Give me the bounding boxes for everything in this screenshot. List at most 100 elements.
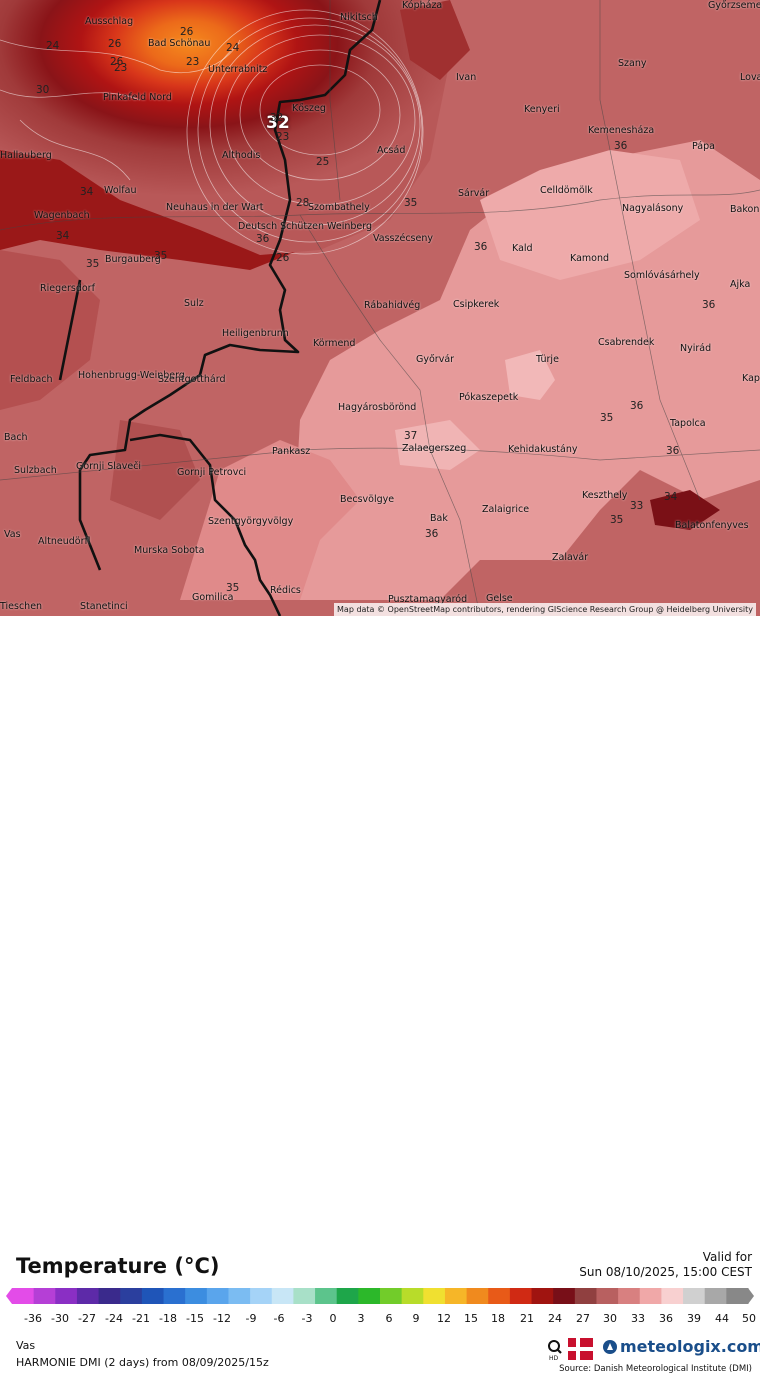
place-label: Nikitsch	[340, 12, 378, 23]
temperature-value: 35	[600, 412, 614, 424]
color-scale-tick-label: 36	[659, 1312, 673, 1325]
color-scale-tick-label: -21	[132, 1312, 150, 1325]
temperature-map[interactable]: Ausschlag Bad Schönau Unterrabnitz Nikitsch…	[0, 0, 760, 616]
temperature-value: 23	[186, 56, 200, 68]
place-label: Bad Schönau	[148, 38, 211, 49]
place-label: Somlóvásárhely	[624, 270, 700, 281]
temperature-value: 37	[404, 430, 418, 442]
region-name: Vas	[16, 1339, 36, 1352]
place-label: Deutsch Schützen Weinberg	[238, 221, 372, 232]
color-scale-step	[55, 1288, 78, 1304]
color-scale-step	[163, 1288, 186, 1304]
color-scale-step	[250, 1288, 273, 1304]
place-label: Unterrabnitz	[208, 64, 268, 75]
color-scale-bar	[6, 1288, 754, 1304]
place-label: Tieschen	[0, 601, 43, 612]
place-label: Nagyalásony	[622, 203, 684, 214]
denmark-flag-icon	[568, 1338, 593, 1360]
place-label: Pinkafeld Nord	[103, 92, 172, 103]
color-scale-step	[141, 1288, 165, 1304]
place-label: Stanetinci	[80, 601, 128, 612]
place-label: Neuhaus in der Wart	[166, 202, 264, 213]
zoom-hd-icon[interactable]: HD	[546, 1339, 566, 1361]
color-scale-step	[574, 1288, 597, 1304]
temperature-value: 36	[425, 528, 439, 540]
place-label: Celldömölk	[540, 185, 593, 196]
color-scale-tick-label: 6	[385, 1312, 393, 1325]
place-label: Ausschlag	[85, 16, 134, 27]
brand-text[interactable]: meteologix.com	[620, 1337, 760, 1356]
place-label: Sulzbach	[14, 465, 57, 476]
place-label: Balatonfenyves	[675, 520, 749, 531]
place-label: Acsád	[377, 145, 406, 156]
valid-label: Valid for	[702, 1250, 752, 1264]
place-label: Althodis	[222, 150, 261, 161]
place-label: Bak	[430, 513, 448, 524]
temperature-value: 35	[226, 582, 240, 594]
color-scale-tick-label: -3	[301, 1312, 313, 1325]
place-label: Wolfau	[104, 185, 137, 196]
color-scale-tick-label: 24	[548, 1312, 562, 1325]
temperature-value: 24	[46, 40, 60, 52]
legend-panel: Temperature (°C) Valid for Sun 08/10/202…	[0, 616, 760, 1374]
color-scale-step	[726, 1288, 749, 1304]
place-label: Kamond	[570, 253, 610, 264]
color-scale-step	[271, 1288, 294, 1304]
temperature-value: 34	[80, 186, 94, 198]
color-scale-step	[553, 1288, 576, 1304]
temperature-value: 32	[266, 113, 290, 133]
place-label: Körmend	[313, 338, 356, 349]
place-label: Gornji Petrovci	[177, 467, 247, 478]
place-label: Altneudörfl	[38, 536, 91, 547]
place-label: Zalaigrice	[482, 504, 530, 515]
color-scale-step	[228, 1288, 251, 1304]
color-scale-tick-label: -30	[51, 1312, 69, 1325]
place-label: Hallauberg	[0, 150, 52, 161]
temperature-value: 35	[404, 197, 418, 209]
temperature-value: 35	[154, 250, 168, 262]
place-label: Rábahidvég	[364, 300, 421, 311]
temperature-value: 23	[276, 131, 290, 143]
place-label: Kap	[742, 373, 760, 384]
place-label: Bakon	[730, 204, 760, 215]
color-scale-tick-label: -27	[78, 1312, 96, 1325]
brand-name[interactable]: meteologix.com	[620, 1337, 760, 1356]
color-scale-step	[596, 1288, 619, 1304]
color-scale-step	[444, 1288, 468, 1304]
temperature-value: 35	[86, 258, 100, 270]
temperature-value: 35	[610, 514, 624, 526]
place-label: Kópháza	[402, 0, 443, 11]
color-scale-tick-label: -18	[159, 1312, 177, 1325]
temperature-value: 26	[276, 252, 290, 264]
color-scale-tick-label: 12	[437, 1312, 451, 1325]
place-label: Szany	[618, 58, 647, 69]
color-scale-step	[380, 1288, 403, 1304]
color-scale-tick-label: -15	[186, 1312, 204, 1325]
place-label: Gelse	[486, 593, 513, 604]
place-label: Győrvár	[416, 354, 455, 365]
temperature-value: 36	[666, 445, 680, 457]
color-scale-step	[315, 1288, 338, 1304]
color-scale-step	[206, 1288, 229, 1304]
place-label: Zalavár	[552, 552, 589, 563]
temperature-value: 36	[630, 400, 644, 412]
place-label: Nyirád	[680, 343, 712, 354]
place-label: Murska Sobota	[134, 545, 205, 556]
place-label: Kemenesháza	[588, 125, 655, 136]
place-label: Türje	[536, 354, 559, 365]
temperature-value: 26	[110, 56, 124, 68]
color-scale-tick-label: 21	[520, 1312, 534, 1325]
place-label: Sulz	[184, 298, 204, 309]
legend-title: Temperature (°C)	[16, 1254, 220, 1278]
color-scale-tick-label: -6	[273, 1312, 285, 1325]
color-scale-tick-label: 9	[412, 1312, 420, 1325]
place-label: Ivan	[456, 72, 477, 83]
color-scale-step	[509, 1288, 533, 1304]
place-label: Hohenbrugg-Weinberg	[78, 370, 185, 381]
color-scale-step	[531, 1288, 554, 1304]
color-scale-tick-label: 44	[715, 1312, 729, 1325]
place-label: Kőszeg	[292, 103, 326, 114]
place-label: Szombathely	[308, 202, 370, 213]
color-scale-step	[683, 1288, 706, 1304]
data-source: Source: Danish Meteorological Institute …	[559, 1364, 752, 1374]
